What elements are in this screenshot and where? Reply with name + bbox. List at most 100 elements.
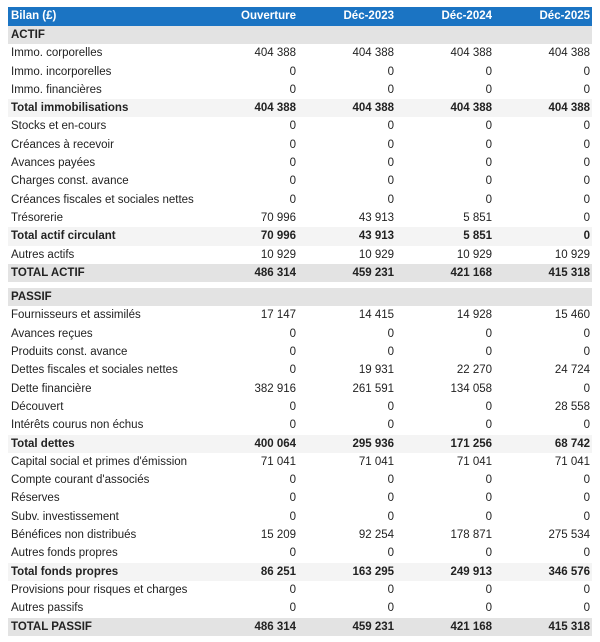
cell-value: 459 231 bbox=[352, 620, 395, 633]
cell-value: 0 bbox=[289, 346, 297, 359]
cell-value: 24 724 bbox=[554, 364, 591, 377]
cell-value: 404 388 bbox=[450, 47, 493, 60]
cell-value: 0 bbox=[289, 474, 297, 487]
cell-value: 71 041 bbox=[260, 455, 297, 468]
cell-value: 0 bbox=[485, 175, 493, 188]
row-label: ACTIF bbox=[11, 29, 45, 41]
cell-value: 404 388 bbox=[254, 102, 297, 115]
cell-value: 0 bbox=[583, 583, 591, 596]
cell-value: 404 388 bbox=[450, 102, 493, 115]
cell-value bbox=[396, 288, 494, 306]
cell-value: 0 bbox=[485, 65, 493, 78]
cell-value: 0 bbox=[583, 83, 591, 96]
cell-value: 0 bbox=[289, 400, 297, 413]
table-row: Autres passifs 0 0 0 0 bbox=[8, 599, 592, 617]
table-row: Dettes fiscales et sociales nettes 0 19 93… bbox=[8, 361, 592, 379]
cell-value bbox=[200, 288, 298, 306]
table-row: Produits const. avance 0 0 0 0 bbox=[8, 343, 592, 361]
cell-value: 0 bbox=[387, 83, 395, 96]
table-row: Immo. financières 0 0 0 0 bbox=[8, 81, 592, 99]
cell-value: 421 168 bbox=[450, 620, 493, 633]
cell-value: 0 bbox=[485, 419, 493, 432]
cell-value: 0 bbox=[583, 419, 591, 432]
row-label: Charges const. avance bbox=[11, 175, 129, 188]
row-label: Total immobilisations bbox=[11, 102, 129, 115]
cell-value: 0 bbox=[485, 602, 493, 615]
cell-value: 0 bbox=[583, 193, 591, 206]
cell-value: 178 871 bbox=[450, 529, 493, 542]
cell-value: 0 bbox=[583, 211, 591, 224]
cell-value: 0 bbox=[583, 157, 591, 170]
cell-value: 249 913 bbox=[450, 565, 493, 578]
cell-value bbox=[200, 26, 298, 44]
balance-sheet-table: Bilan (£) Ouverture Déc-2023 Déc-2024 Dé… bbox=[8, 7, 592, 636]
cell-value: 22 270 bbox=[456, 364, 493, 377]
cell-value: 486 314 bbox=[254, 266, 297, 279]
row-label: Réserves bbox=[11, 492, 60, 505]
cell-value: 0 bbox=[387, 474, 395, 487]
cell-value: 70 996 bbox=[260, 230, 297, 243]
cell-value: 0 bbox=[387, 346, 395, 359]
cell-value: 0 bbox=[289, 327, 297, 340]
cell-value: 43 913 bbox=[358, 211, 395, 224]
cell-value: 15 209 bbox=[260, 529, 297, 542]
cell-value: 0 bbox=[289, 83, 297, 96]
cell-value: 0 bbox=[583, 175, 591, 188]
table-header: Bilan (£) Ouverture Déc-2023 Déc-2024 Dé… bbox=[8, 7, 592, 26]
cell-value: 86 251 bbox=[260, 565, 297, 578]
cell-value: 0 bbox=[289, 583, 297, 596]
table-row: Avances reçues 0 0 0 0 bbox=[8, 325, 592, 343]
row-label: Stocks et en-cours bbox=[11, 120, 107, 133]
cell-value: 19 931 bbox=[358, 364, 395, 377]
cell-value: 15 460 bbox=[554, 309, 591, 322]
row-label: TOTAL PASSIF bbox=[11, 620, 92, 633]
row-label: Immo. corporelles bbox=[11, 47, 103, 60]
subtotal-row: Total actif circulant 70 996 43 913 5 851 0 bbox=[8, 227, 592, 246]
row-label: Autres passifs bbox=[11, 602, 84, 615]
cell-value: 0 bbox=[583, 382, 591, 395]
cell-value: 0 bbox=[387, 547, 395, 560]
cell-value: 0 bbox=[289, 492, 297, 505]
cell-value: 0 bbox=[289, 65, 297, 78]
cell-value: 404 388 bbox=[352, 102, 395, 115]
cell-value: 0 bbox=[289, 120, 297, 133]
cell-value: 0 bbox=[583, 492, 591, 505]
cell-value: 0 bbox=[289, 547, 297, 560]
row-label: Avances payées bbox=[11, 157, 96, 170]
cell-value: 404 388 bbox=[548, 47, 591, 60]
cell-value: 415 318 bbox=[548, 266, 591, 279]
cell-value: 346 576 bbox=[548, 565, 591, 578]
cell-value: 10 929 bbox=[456, 248, 493, 261]
cell-value: 382 916 bbox=[254, 382, 297, 395]
cell-value: 415 318 bbox=[548, 620, 591, 633]
cell-value: 14 928 bbox=[456, 309, 493, 322]
cell-value: 0 bbox=[583, 230, 591, 243]
cell-value: 0 bbox=[387, 65, 395, 78]
table-row: Provisions pour risques et charges 0 0 0 0 bbox=[8, 581, 592, 599]
row-label: Autres fonds propres bbox=[11, 547, 118, 560]
cell-value: 0 bbox=[485, 492, 493, 505]
cell-value: 0 bbox=[583, 327, 591, 340]
row-label: Intérêts courus non échus bbox=[11, 419, 144, 432]
cell-value: 0 bbox=[485, 400, 493, 413]
cell-value: 5 851 bbox=[463, 211, 493, 224]
row-label: Dette financière bbox=[11, 382, 92, 395]
cell-value: 0 bbox=[485, 193, 493, 206]
cell-value: 0 bbox=[289, 510, 297, 523]
table-row: Découvert 0 0 0 28 558 bbox=[8, 398, 592, 416]
table-row: Dette financière 382 916 261 591 134 058 0 bbox=[8, 380, 592, 398]
cell-value: 0 bbox=[387, 400, 395, 413]
cell-value: 0 bbox=[289, 364, 297, 377]
cell-value: 404 388 bbox=[254, 47, 297, 60]
cell-value: 10 929 bbox=[260, 248, 297, 261]
table-row: Bénéfices non distribués 15 209 92 254 178 … bbox=[8, 526, 592, 544]
cell-value: 0 bbox=[387, 175, 395, 188]
cell-value: 0 bbox=[387, 583, 395, 596]
cell-value: 14 415 bbox=[358, 309, 395, 322]
cell-value: 43 913 bbox=[358, 230, 395, 243]
cell-value: 0 bbox=[583, 510, 591, 523]
cell-value: 459 231 bbox=[352, 266, 395, 279]
header-col-2024: Déc-2024 bbox=[441, 10, 493, 22]
cell-value: 71 041 bbox=[456, 455, 493, 468]
cell-value: 261 591 bbox=[352, 382, 395, 395]
